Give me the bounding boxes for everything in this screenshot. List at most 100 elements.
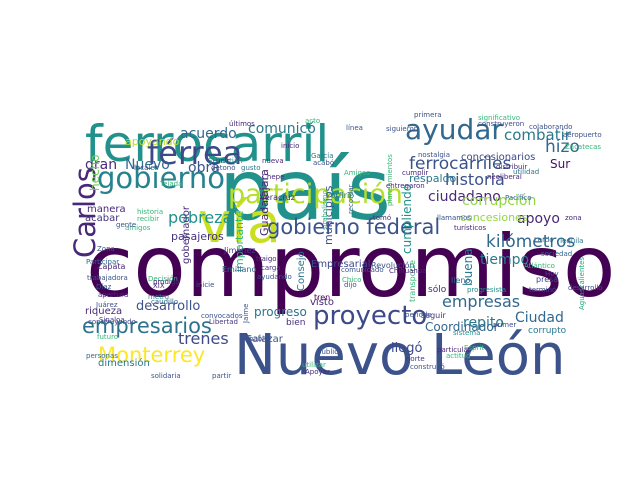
word-108: zona (565, 214, 582, 222)
word-136: amigos (125, 224, 151, 232)
word-66: transporte (408, 260, 417, 302)
word-153: hablo (249, 335, 268, 343)
word-60: Emiliano (222, 265, 256, 274)
word-54: Salazar (246, 334, 284, 345)
word-15: historia (445, 170, 505, 189)
word-85: metro (148, 293, 169, 301)
word-94: Díaz (96, 283, 112, 291)
word-12: proyecto (313, 301, 427, 331)
word-29: ciudadano (428, 189, 501, 205)
word-127: García (311, 152, 334, 160)
word-5: participación (228, 179, 403, 210)
word-134: detonó (211, 164, 236, 172)
word-157: gente (116, 221, 136, 229)
word-138: traigo (256, 255, 277, 263)
word-55: Consejo (296, 251, 307, 291)
word-100: Tequila (558, 237, 583, 245)
word-112: neoliberal (487, 173, 522, 181)
word-35: desarrollo (136, 299, 200, 314)
word-98: Sebastián (208, 157, 243, 165)
word-133: unir (216, 157, 230, 165)
word-8: férrea (147, 134, 242, 172)
word-110: sociedad (541, 250, 572, 258)
word-53: Empresarial (311, 259, 371, 270)
word-37: progreso (254, 305, 307, 319)
word-1: país (219, 141, 391, 239)
word-150: aeropuerto (563, 131, 602, 139)
word-36: riqueza (85, 306, 122, 317)
word-124: acto (305, 117, 320, 125)
word-81: solidaria (151, 372, 181, 380)
word-125: línea (346, 124, 363, 132)
word-9: Carlos (68, 167, 102, 258)
word-82: partir (212, 372, 231, 380)
word-93: Participar (86, 258, 119, 266)
word-59: Jiménez (223, 245, 256, 255)
word-77: primer (493, 321, 516, 329)
word-111: distribuir (496, 163, 527, 171)
word-18: comunicó (248, 121, 316, 137)
word-87: comunicado (341, 266, 384, 274)
word-52: apoyando (125, 135, 180, 148)
word-131: Chepe (262, 173, 284, 181)
word-61: Zapata (97, 262, 126, 271)
word-17: acuerdo (180, 126, 237, 142)
word-45: concesionarios (461, 152, 535, 163)
word-70: progresista (467, 286, 506, 294)
word-74: Aguascalientes (578, 257, 586, 310)
word-97: XIX (153, 282, 165, 290)
word-122: Amigos (344, 169, 370, 177)
word-28: apoyo (517, 211, 560, 227)
word-41: importante (233, 211, 246, 272)
word-30: corrupción (462, 193, 536, 209)
word-155: prodigo (153, 278, 180, 286)
word-92: trabajadora (87, 274, 128, 282)
word-62: Revolución (371, 260, 415, 270)
word-89: Juárez (95, 301, 118, 309)
word-27: kilómetros (486, 232, 575, 252)
word-151: utilizar (302, 361, 326, 369)
word-78: norte (406, 355, 425, 363)
word-68: seguir (421, 311, 446, 320)
word-86: Chico (342, 276, 361, 284)
word-32: llegó (391, 341, 422, 356)
word-16: combatir (504, 126, 572, 144)
word-49: hecho (88, 154, 102, 191)
word-57: bien (286, 318, 305, 328)
word-148: Esprit (464, 344, 484, 352)
word-141: futuro (97, 333, 118, 341)
word-128: acabó (313, 159, 334, 167)
word-23: obra (188, 160, 220, 176)
word-102: turísticos (454, 224, 486, 232)
word-21: gran (85, 157, 117, 173)
word-14: ferrocarriles (409, 154, 512, 174)
word-64: Porfirio (326, 191, 354, 200)
word-67: sólo (428, 284, 447, 295)
word-19: hizo (545, 137, 580, 157)
word-126: últimos (229, 120, 255, 128)
word-152: Apoyar (305, 368, 330, 376)
word-139: ayudando (257, 273, 292, 281)
word-51: acabar (85, 213, 120, 224)
word-123: primera (414, 111, 442, 119)
word-129: inicio (281, 142, 299, 150)
word-106: dijo (344, 281, 357, 289)
word-91: apertura (98, 291, 128, 299)
word-142: construyendo (88, 318, 136, 326)
word-4: vía (198, 191, 281, 256)
word-140: personas (86, 352, 118, 360)
word-22: Nuevo (125, 157, 170, 173)
word-115: colaborando (529, 123, 572, 131)
word-154: convocados (201, 312, 243, 320)
word-120: entregaron (386, 182, 425, 190)
word-80: público (317, 348, 342, 356)
word-149: Zacatecas (565, 143, 601, 151)
word-107: Hoy (545, 270, 559, 278)
word-69: lleno (451, 276, 470, 285)
word-88: Chihuahua (389, 267, 427, 275)
word-73: Atlántico (524, 262, 555, 270)
word-63: Veracruz (260, 193, 295, 202)
word-72: terminó (529, 286, 556, 294)
word-50: manera (87, 204, 126, 215)
word-130: nueva (262, 157, 284, 165)
